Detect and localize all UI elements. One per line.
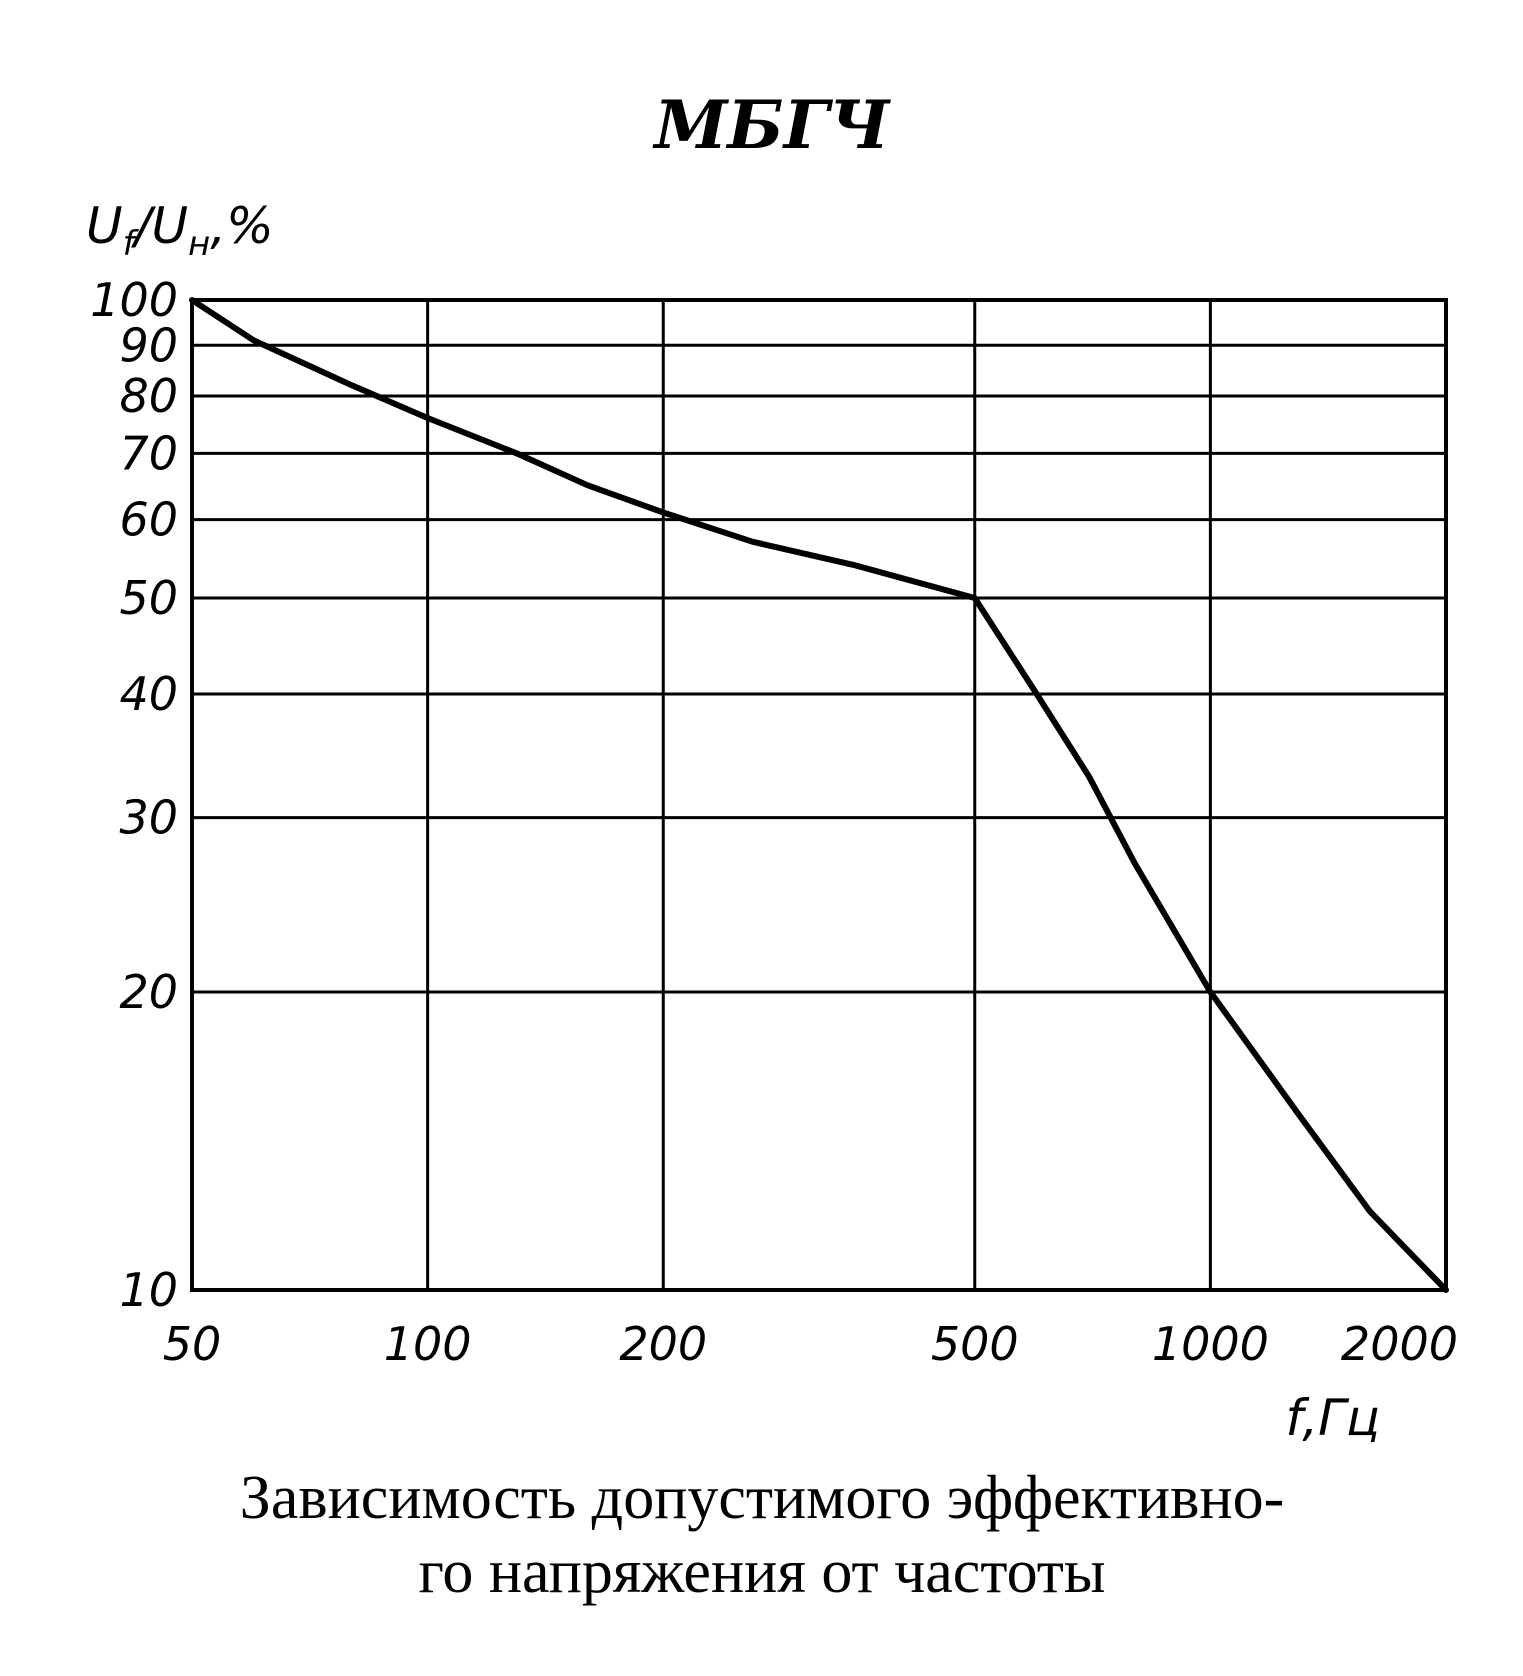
y-tick-label-100: 100: [90, 273, 178, 327]
y-tick-label-20: 20: [119, 965, 178, 1019]
plot-frame: [190, 298, 1448, 1292]
y-tick-label-80: 80: [119, 369, 178, 423]
x-tick-label-2000: 2000: [1341, 1317, 1458, 1371]
x-tick-label-1000: 1000: [1152, 1317, 1269, 1371]
y-axis-label-sep: /U: [131, 197, 188, 255]
x-tick-label-500: 500: [931, 1317, 1019, 1371]
y-tick-label-40: 40: [119, 667, 178, 721]
voltage-frequency-curve: [189, 297, 1449, 1293]
chart-title: МБГЧ: [652, 86, 891, 164]
x-tick-labels: 50 100 200 500 1000 2000: [163, 1317, 1458, 1371]
y-axis-label: Uf/Uн,%: [86, 197, 274, 264]
y-axis-label-unit: ,%: [210, 197, 273, 255]
y-axis-label-sub-n: н: [188, 224, 210, 264]
x-tick-label-200: 200: [619, 1317, 707, 1371]
y-tick-label-10: 10: [119, 1263, 178, 1317]
y-tick-label-50: 50: [119, 571, 178, 625]
caption-line-2: го напряжения от частоты: [418, 1538, 1105, 1606]
y-tick-label-70: 70: [119, 426, 178, 480]
grid: [190, 298, 1448, 1292]
y-axis-label-main: U: [86, 197, 123, 255]
x-axis-label: f,Гц: [1285, 1389, 1380, 1447]
x-tick-label-100: 100: [384, 1317, 472, 1371]
y-tick-label-60: 60: [119, 493, 178, 547]
y-tick-label-30: 30: [119, 791, 178, 845]
caption-line-1: Зависимость допустимого эффективно-: [240, 1464, 1284, 1532]
y-tick-label-90: 90: [119, 318, 178, 372]
x-tick-label-50: 50: [163, 1317, 222, 1371]
